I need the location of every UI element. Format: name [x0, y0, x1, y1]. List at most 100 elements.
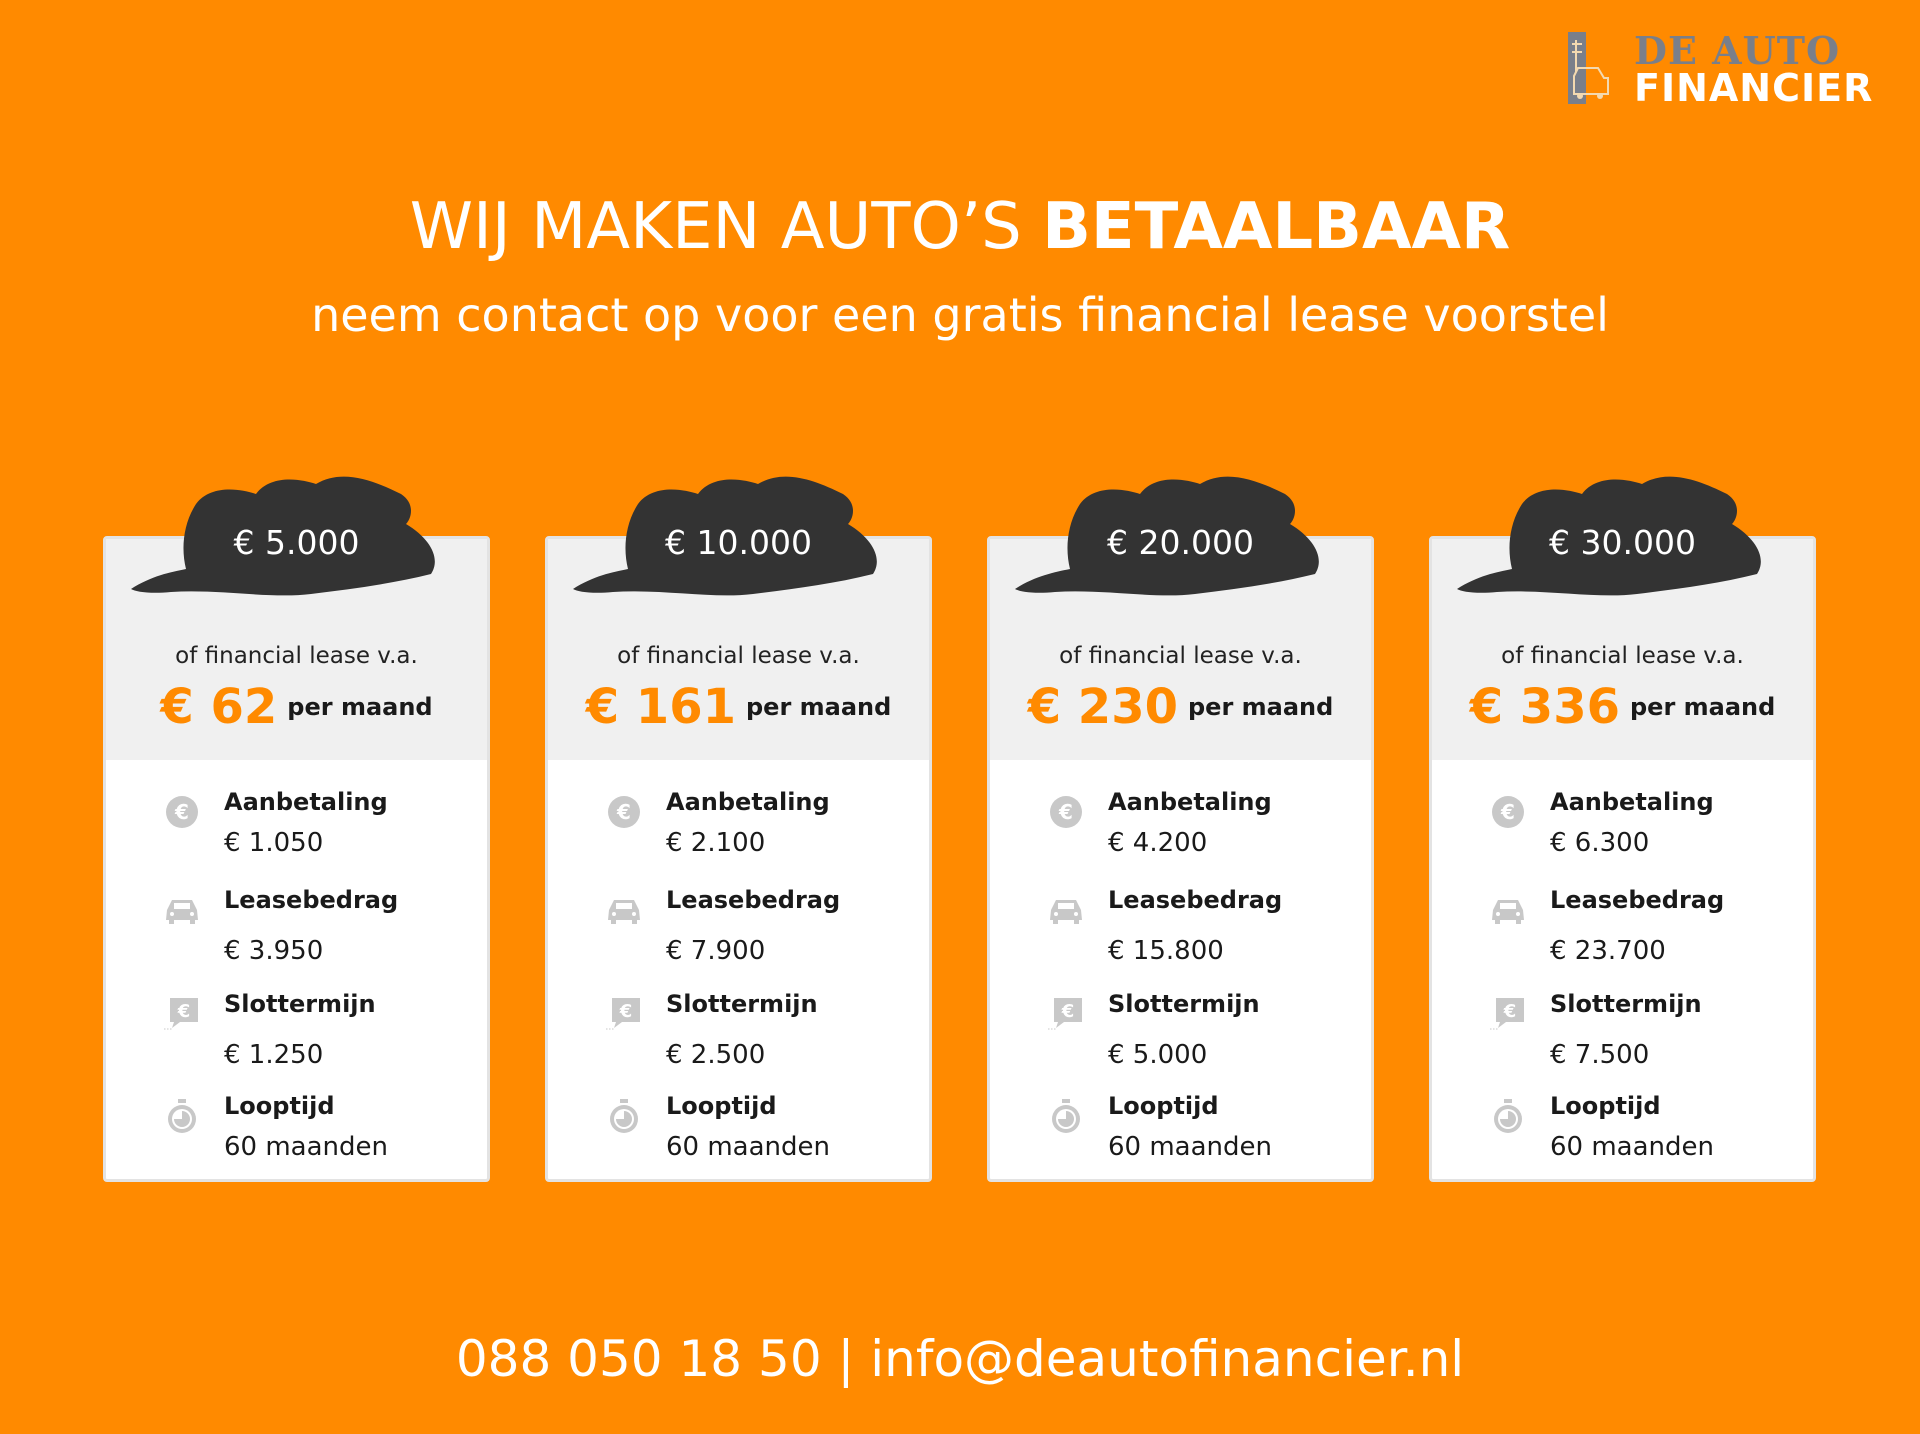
svg-text:€: € [1503, 1001, 1517, 1022]
monthly-price: € 336 per maand [1432, 679, 1813, 735]
svg-text:€: € [619, 1001, 633, 1022]
phone-link[interactable]: 088 050 18 50 [455, 1330, 822, 1388]
svg-text:€: € [177, 1001, 191, 1022]
page-subtitle: neem contact op voor een gratis financia… [311, 288, 1609, 342]
detail-label: Looptijd [666, 1092, 777, 1120]
svg-text:€: € [1058, 800, 1073, 824]
contact-footer: 088 050 18 50 | info@deautofinancier.nl [0, 1330, 1920, 1388]
detail-value: 60 maanden [224, 1132, 388, 1162]
monthly-amount: € 62 [160, 679, 278, 735]
detail-label: Looptijd [1108, 1092, 1219, 1120]
card-header: € 10.000 of financial lease v.a. € 161 per … [548, 476, 929, 760]
brush-stroke-badge [1015, 476, 1319, 596]
detail-label: Leasebedrag [1550, 886, 1725, 914]
brush-stroke-badge [573, 476, 877, 596]
car-price: € 10.000 [665, 523, 812, 562]
pricing-card: € 30.000 of financial lease v.a. € 336 per … [1429, 476, 1816, 1182]
pricing-card: € 10.000 of financial lease v.a. € 161 per … [545, 476, 932, 1182]
euro-speech-icon: € [164, 996, 200, 1032]
svg-text:€: € [1500, 800, 1515, 824]
monthly-price: € 230 per maand [990, 679, 1371, 735]
stopwatch-icon [606, 1098, 642, 1134]
euro-coin-icon: € [606, 794, 642, 830]
car-price: € 5.000 [233, 523, 360, 562]
logo-signpost-car-icon [1568, 32, 1609, 104]
per-month-label: per maand [287, 693, 433, 721]
euro-coin-icon: € [164, 794, 200, 830]
detail-label: Slottermijn [1550, 990, 1702, 1018]
per-month-label: per maand [1630, 693, 1776, 721]
svg-text:€: € [174, 800, 189, 824]
logo: DE AUTO FINANCIER [1568, 28, 1872, 110]
detail-value: € 6.300 [1550, 828, 1650, 858]
detail-label: Looptijd [1550, 1092, 1661, 1120]
monthly-price: € 161 per maand [548, 679, 929, 735]
detail-label: Aanbetaling [1108, 788, 1272, 816]
separator: | [821, 1330, 871, 1388]
detail-value: € 23.700 [1550, 936, 1666, 966]
detail-value: € 1.250 [224, 1040, 324, 1070]
car-price: € 20.000 [1107, 523, 1254, 562]
detail-label: Leasebedrag [224, 886, 399, 914]
detail-value: € 7.900 [666, 936, 766, 966]
detail-value: € 7.500 [1550, 1040, 1650, 1070]
detail-value: € 1.050 [224, 828, 324, 858]
brush-stroke-badge [1457, 476, 1761, 596]
detail-value: € 2.100 [666, 828, 766, 858]
lease-lead-text: of financial lease v.a. [1501, 643, 1744, 669]
car-icon [1048, 892, 1084, 928]
title-bold: BETAALBAAR [1042, 190, 1511, 264]
svg-text:€: € [616, 800, 631, 824]
detail-value: € 3.950 [224, 936, 324, 966]
detail-label: Looptijd [224, 1092, 335, 1120]
stopwatch-icon [164, 1098, 200, 1134]
detail-label: Aanbetaling [1550, 788, 1714, 816]
stopwatch-icon [1048, 1098, 1084, 1134]
stopwatch-icon [1490, 1098, 1526, 1134]
detail-label: Leasebedrag [1108, 886, 1283, 914]
euro-speech-icon: € [606, 996, 642, 1032]
logo-text-line2: FINANCIER [1634, 66, 1874, 110]
per-month-label: per maand [746, 693, 892, 721]
detail-value: 60 maanden [666, 1132, 830, 1162]
car-icon [1490, 892, 1526, 928]
car-price: € 30.000 [1549, 523, 1696, 562]
detail-label: Aanbetaling [666, 788, 830, 816]
detail-label: Slottermijn [1108, 990, 1260, 1018]
euro-speech-icon: € [1048, 996, 1084, 1032]
monthly-price: € 62 per maand [106, 679, 487, 735]
svg-text:€: € [1061, 1001, 1075, 1022]
card-header: € 20.000 of financial lease v.a. € 230 per … [990, 476, 1371, 760]
monthly-amount: € 336 [1469, 679, 1620, 735]
monthly-amount: € 230 [1027, 679, 1178, 735]
detail-label: Aanbetaling [224, 788, 388, 816]
pricing-card: € 5.000 of financial lease v.a. € 62 per ma… [103, 476, 490, 1182]
car-icon [606, 892, 642, 928]
detail-label: Leasebedrag [666, 886, 841, 914]
detail-value: € 15.800 [1108, 936, 1224, 966]
detail-label: Slottermijn [224, 990, 376, 1018]
detail-value: 60 maanden [1550, 1132, 1714, 1162]
card-header: € 30.000 of financial lease v.a. € 336 per … [1432, 476, 1813, 760]
euro-speech-icon: € [1490, 996, 1526, 1032]
lease-lead-text: of financial lease v.a. [175, 643, 418, 669]
lease-lead-text: of financial lease v.a. [1059, 643, 1302, 669]
car-icon [164, 892, 200, 928]
card-header: € 5.000 of financial lease v.a. € 62 per ma… [106, 476, 487, 760]
per-month-label: per maand [1188, 693, 1334, 721]
detail-value: € 4.200 [1108, 828, 1208, 858]
detail-label: Slottermijn [666, 990, 818, 1018]
lease-lead-text: of financial lease v.a. [617, 643, 860, 669]
euro-coin-icon: € [1490, 794, 1526, 830]
pricing-card: € 20.000 of financial lease v.a. € 230 per … [987, 476, 1374, 1182]
email-link[interactable]: info@deautofinancier.nl [870, 1330, 1465, 1388]
monthly-amount: € 161 [585, 679, 736, 735]
detail-value: € 5.000 [1108, 1040, 1208, 1070]
euro-coin-icon: € [1048, 794, 1084, 830]
brush-stroke-badge [131, 476, 435, 596]
title-regular: WIJ MAKEN AUTO’S [409, 190, 1043, 264]
logo-text-line1: DE AUTO [1634, 28, 1841, 73]
detail-value: 60 maanden [1108, 1132, 1272, 1162]
detail-value: € 2.500 [666, 1040, 766, 1070]
page-title: WIJ MAKEN AUTO’S BETAALBAAR [0, 190, 1920, 264]
